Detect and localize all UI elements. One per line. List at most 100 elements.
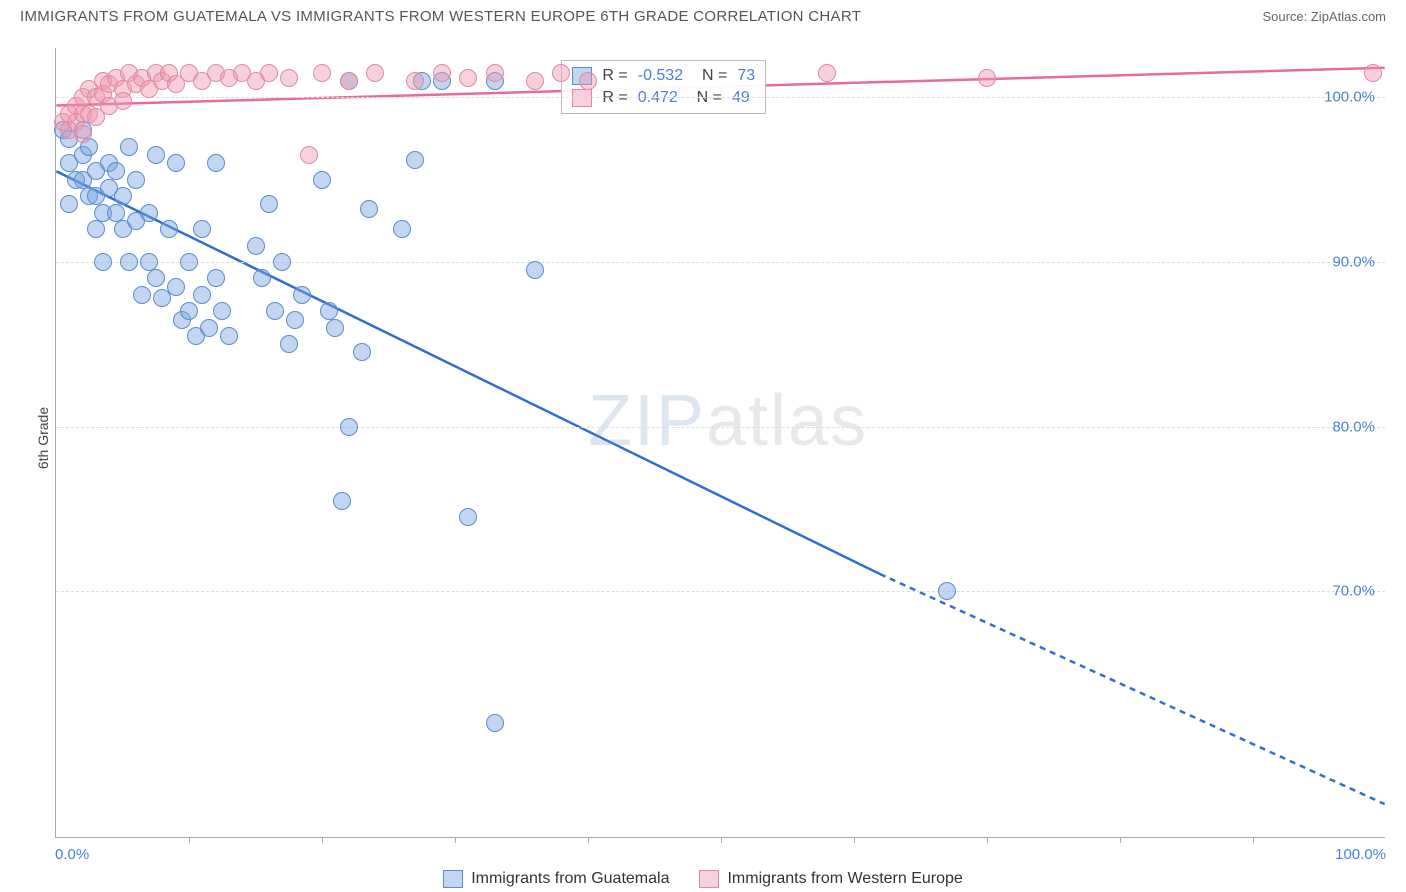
data-point	[220, 327, 238, 345]
x-tick	[987, 837, 988, 843]
data-point	[94, 253, 112, 271]
data-point	[333, 492, 351, 510]
data-point	[353, 343, 371, 361]
data-point	[147, 269, 165, 287]
legend-label-guatemala: Immigrants from Guatemala	[471, 870, 669, 888]
watermark-zip: ZIP	[588, 381, 706, 461]
legend-bottom: Immigrants from Guatemala Immigrants fro…	[0, 870, 1406, 888]
data-point	[160, 220, 178, 238]
data-point	[366, 64, 384, 82]
x-tick	[588, 837, 589, 843]
data-point	[486, 64, 504, 82]
data-point	[213, 302, 231, 320]
x-tick	[189, 837, 190, 843]
data-point	[320, 302, 338, 320]
x-tick	[455, 837, 456, 843]
data-point	[260, 195, 278, 213]
data-point	[107, 204, 125, 222]
data-point	[280, 335, 298, 353]
x-tick	[1253, 837, 1254, 843]
data-point	[273, 253, 291, 271]
data-point	[326, 319, 344, 337]
data-point	[406, 72, 424, 90]
gridline	[56, 591, 1385, 592]
swatch-western-europe	[699, 870, 719, 888]
data-point	[180, 253, 198, 271]
data-point	[167, 154, 185, 172]
gridline	[56, 262, 1385, 263]
source-attribution: Source: ZipAtlas.com	[1262, 9, 1386, 24]
data-point	[938, 582, 956, 600]
data-point	[266, 302, 284, 320]
data-point	[193, 286, 211, 304]
gridline	[56, 97, 1385, 98]
trend-lines	[56, 48, 1385, 837]
data-point	[247, 237, 265, 255]
data-point	[114, 92, 132, 110]
data-point	[406, 151, 424, 169]
data-point	[87, 220, 105, 238]
watermark: ZIPatlas	[588, 380, 868, 462]
data-point	[207, 154, 225, 172]
data-point	[140, 253, 158, 271]
y-tick-label: 90.0%	[1332, 253, 1375, 270]
y-tick-label: 70.0%	[1332, 583, 1375, 600]
data-point	[260, 64, 278, 82]
chart-title: IMMIGRANTS FROM GUATEMALA VS IMMIGRANTS …	[20, 8, 861, 25]
data-point	[526, 261, 544, 279]
data-point	[74, 125, 92, 143]
x-axis-max-label: 100.0%	[1335, 846, 1386, 863]
legend-label-western-europe: Immigrants from Western Europe	[727, 870, 962, 888]
swatch-guatemala	[443, 870, 463, 888]
data-point	[486, 714, 504, 732]
data-point	[253, 269, 271, 287]
data-point	[360, 200, 378, 218]
data-point	[120, 253, 138, 271]
corr-legend-row: R = -0.532 N = 73	[572, 65, 755, 87]
watermark-atlas: atlas	[706, 381, 868, 461]
data-point	[393, 220, 411, 238]
data-point	[818, 64, 836, 82]
data-point	[978, 69, 996, 87]
x-axis-min-label: 0.0%	[55, 846, 89, 863]
data-point	[579, 72, 597, 90]
data-point	[313, 171, 331, 189]
data-point	[167, 278, 185, 296]
y-axis-label: 6th Grade	[35, 407, 51, 469]
data-point	[1364, 64, 1382, 82]
legend-item-western-europe: Immigrants from Western Europe	[699, 870, 962, 888]
data-point	[127, 171, 145, 189]
data-point	[147, 146, 165, 164]
y-tick-label: 100.0%	[1324, 89, 1375, 106]
data-point	[207, 269, 225, 287]
data-point	[200, 319, 218, 337]
data-point	[459, 69, 477, 87]
gridline	[56, 427, 1385, 428]
x-tick	[1120, 837, 1121, 843]
data-point	[340, 418, 358, 436]
data-point	[313, 64, 331, 82]
y-tick-label: 80.0%	[1332, 418, 1375, 435]
data-point	[193, 220, 211, 238]
scatter-chart: ZIPatlas R = -0.532 N = 73R = 0.472 N = …	[55, 48, 1385, 838]
x-tick	[721, 837, 722, 843]
x-tick	[322, 837, 323, 843]
data-point	[433, 64, 451, 82]
data-point	[526, 72, 544, 90]
data-point	[133, 286, 151, 304]
data-point	[286, 311, 304, 329]
data-point	[114, 187, 132, 205]
data-point	[459, 508, 477, 526]
data-point	[140, 204, 158, 222]
data-point	[552, 64, 570, 82]
data-point	[280, 69, 298, 87]
data-point	[340, 72, 358, 90]
data-point	[60, 195, 78, 213]
legend-item-guatemala: Immigrants from Guatemala	[443, 870, 669, 888]
data-point	[107, 162, 125, 180]
data-point	[120, 138, 138, 156]
data-point	[293, 286, 311, 304]
data-point	[180, 302, 198, 320]
data-point	[300, 146, 318, 164]
x-tick	[854, 837, 855, 843]
